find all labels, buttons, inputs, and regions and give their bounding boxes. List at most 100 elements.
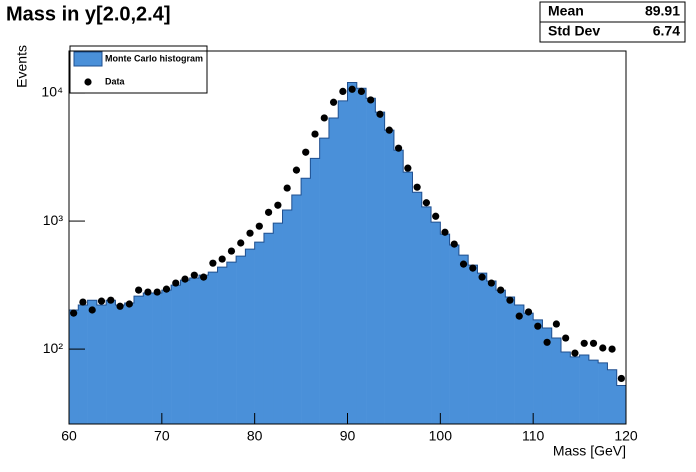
histogram-bar xyxy=(533,319,543,424)
data-point xyxy=(515,312,523,320)
data-point xyxy=(385,126,393,134)
legend-marker xyxy=(84,78,92,86)
histogram-bar xyxy=(208,272,218,424)
data-point xyxy=(200,273,208,281)
histogram-bar xyxy=(551,338,562,424)
histogram-outline xyxy=(68,81,627,424)
data-point xyxy=(367,96,375,104)
histogram-bar xyxy=(607,369,618,424)
data-point xyxy=(450,240,458,248)
legend-label: Monte Carlo histogram xyxy=(105,53,203,63)
histogram-bar xyxy=(616,385,627,424)
data-point xyxy=(311,130,319,138)
histogram-bar xyxy=(347,82,358,424)
histogram-bar xyxy=(328,117,339,425)
y-tick-label: 10³ xyxy=(43,212,64,228)
data-point xyxy=(144,288,152,296)
y-axis-label: Events xyxy=(14,45,30,88)
data-point xyxy=(153,288,161,296)
histogram-bar xyxy=(384,130,395,424)
data-point xyxy=(599,344,607,352)
histogram-bar xyxy=(542,328,553,424)
data-point xyxy=(422,199,431,207)
data-point xyxy=(302,148,310,156)
data-point xyxy=(264,208,273,216)
histogram-bar xyxy=(161,290,172,424)
histogram-bar xyxy=(152,293,163,424)
histogram-bar xyxy=(412,192,423,424)
data-point xyxy=(320,114,328,122)
data-point xyxy=(125,300,133,308)
data-point xyxy=(487,279,495,287)
histogram-bar xyxy=(598,362,608,424)
data-point xyxy=(135,286,143,294)
data-point xyxy=(97,297,106,305)
histogram-bar xyxy=(561,351,571,424)
data-point xyxy=(70,309,78,317)
data-point xyxy=(218,255,226,263)
x-tick-label: 120 xyxy=(614,428,638,444)
data-point xyxy=(441,228,449,236)
histogram-bar xyxy=(403,172,413,424)
histogram-bar xyxy=(106,300,116,424)
histogram-bar xyxy=(496,290,506,424)
histogram-bar xyxy=(338,100,348,425)
x-tick-label: 110 xyxy=(522,428,545,444)
histogram-bar xyxy=(87,300,98,424)
histogram-bar xyxy=(115,305,125,424)
histogram-bar xyxy=(486,281,497,424)
data-point xyxy=(571,349,579,357)
x-tick-label: 90 xyxy=(340,428,356,444)
data-point xyxy=(348,85,356,93)
histogram-bar xyxy=(523,313,534,424)
data-point xyxy=(376,110,384,118)
histogram-bar xyxy=(477,273,488,424)
legend-label: Data xyxy=(105,76,126,86)
histogram-bar xyxy=(393,150,404,424)
data-point xyxy=(246,229,254,237)
data-point xyxy=(190,271,198,279)
x-axis-label: Mass [GeV] xyxy=(553,443,626,459)
data-point xyxy=(506,296,514,304)
data-point xyxy=(88,306,96,314)
histogram-bar xyxy=(133,296,144,424)
histogram-bar xyxy=(226,262,237,424)
data-point xyxy=(580,339,588,347)
histogram-bar xyxy=(588,360,599,424)
data-point xyxy=(552,320,560,328)
x-tick-label: 80 xyxy=(247,428,263,444)
histogram-bar xyxy=(282,210,293,424)
data-point xyxy=(237,239,245,247)
histogram-bar xyxy=(468,265,478,424)
histogram-bar xyxy=(198,275,209,424)
data-point xyxy=(459,260,468,268)
x-tick-label: 60 xyxy=(61,428,77,444)
x-tick-label: 70 xyxy=(154,428,170,444)
histogram-bar xyxy=(310,158,320,424)
data-point xyxy=(404,164,412,172)
data-point xyxy=(107,296,115,304)
data-point xyxy=(172,279,180,287)
x-tick-label: 100 xyxy=(429,428,453,444)
histogram-bar xyxy=(180,280,190,424)
stats-value: 89.91 xyxy=(645,3,680,19)
data-point xyxy=(413,183,421,191)
histogram-bar xyxy=(579,354,590,424)
histogram-bar xyxy=(449,245,460,424)
data-point xyxy=(181,275,189,283)
histogram-bar xyxy=(273,223,283,424)
histogram-bar xyxy=(291,194,302,424)
data-point xyxy=(292,166,301,174)
data-point xyxy=(524,308,533,316)
histogram-bar xyxy=(263,233,274,424)
data-point xyxy=(469,264,477,272)
data-point xyxy=(534,322,542,330)
histogram-bar xyxy=(217,267,228,424)
chart-title: Mass in y[2.0,2.4] xyxy=(6,3,171,25)
histogram-bar xyxy=(375,112,385,425)
data-point xyxy=(608,345,616,353)
stats-label: Mean xyxy=(548,3,584,19)
histogram-bar xyxy=(236,256,246,424)
data-point xyxy=(227,247,236,255)
data-point xyxy=(543,338,551,346)
